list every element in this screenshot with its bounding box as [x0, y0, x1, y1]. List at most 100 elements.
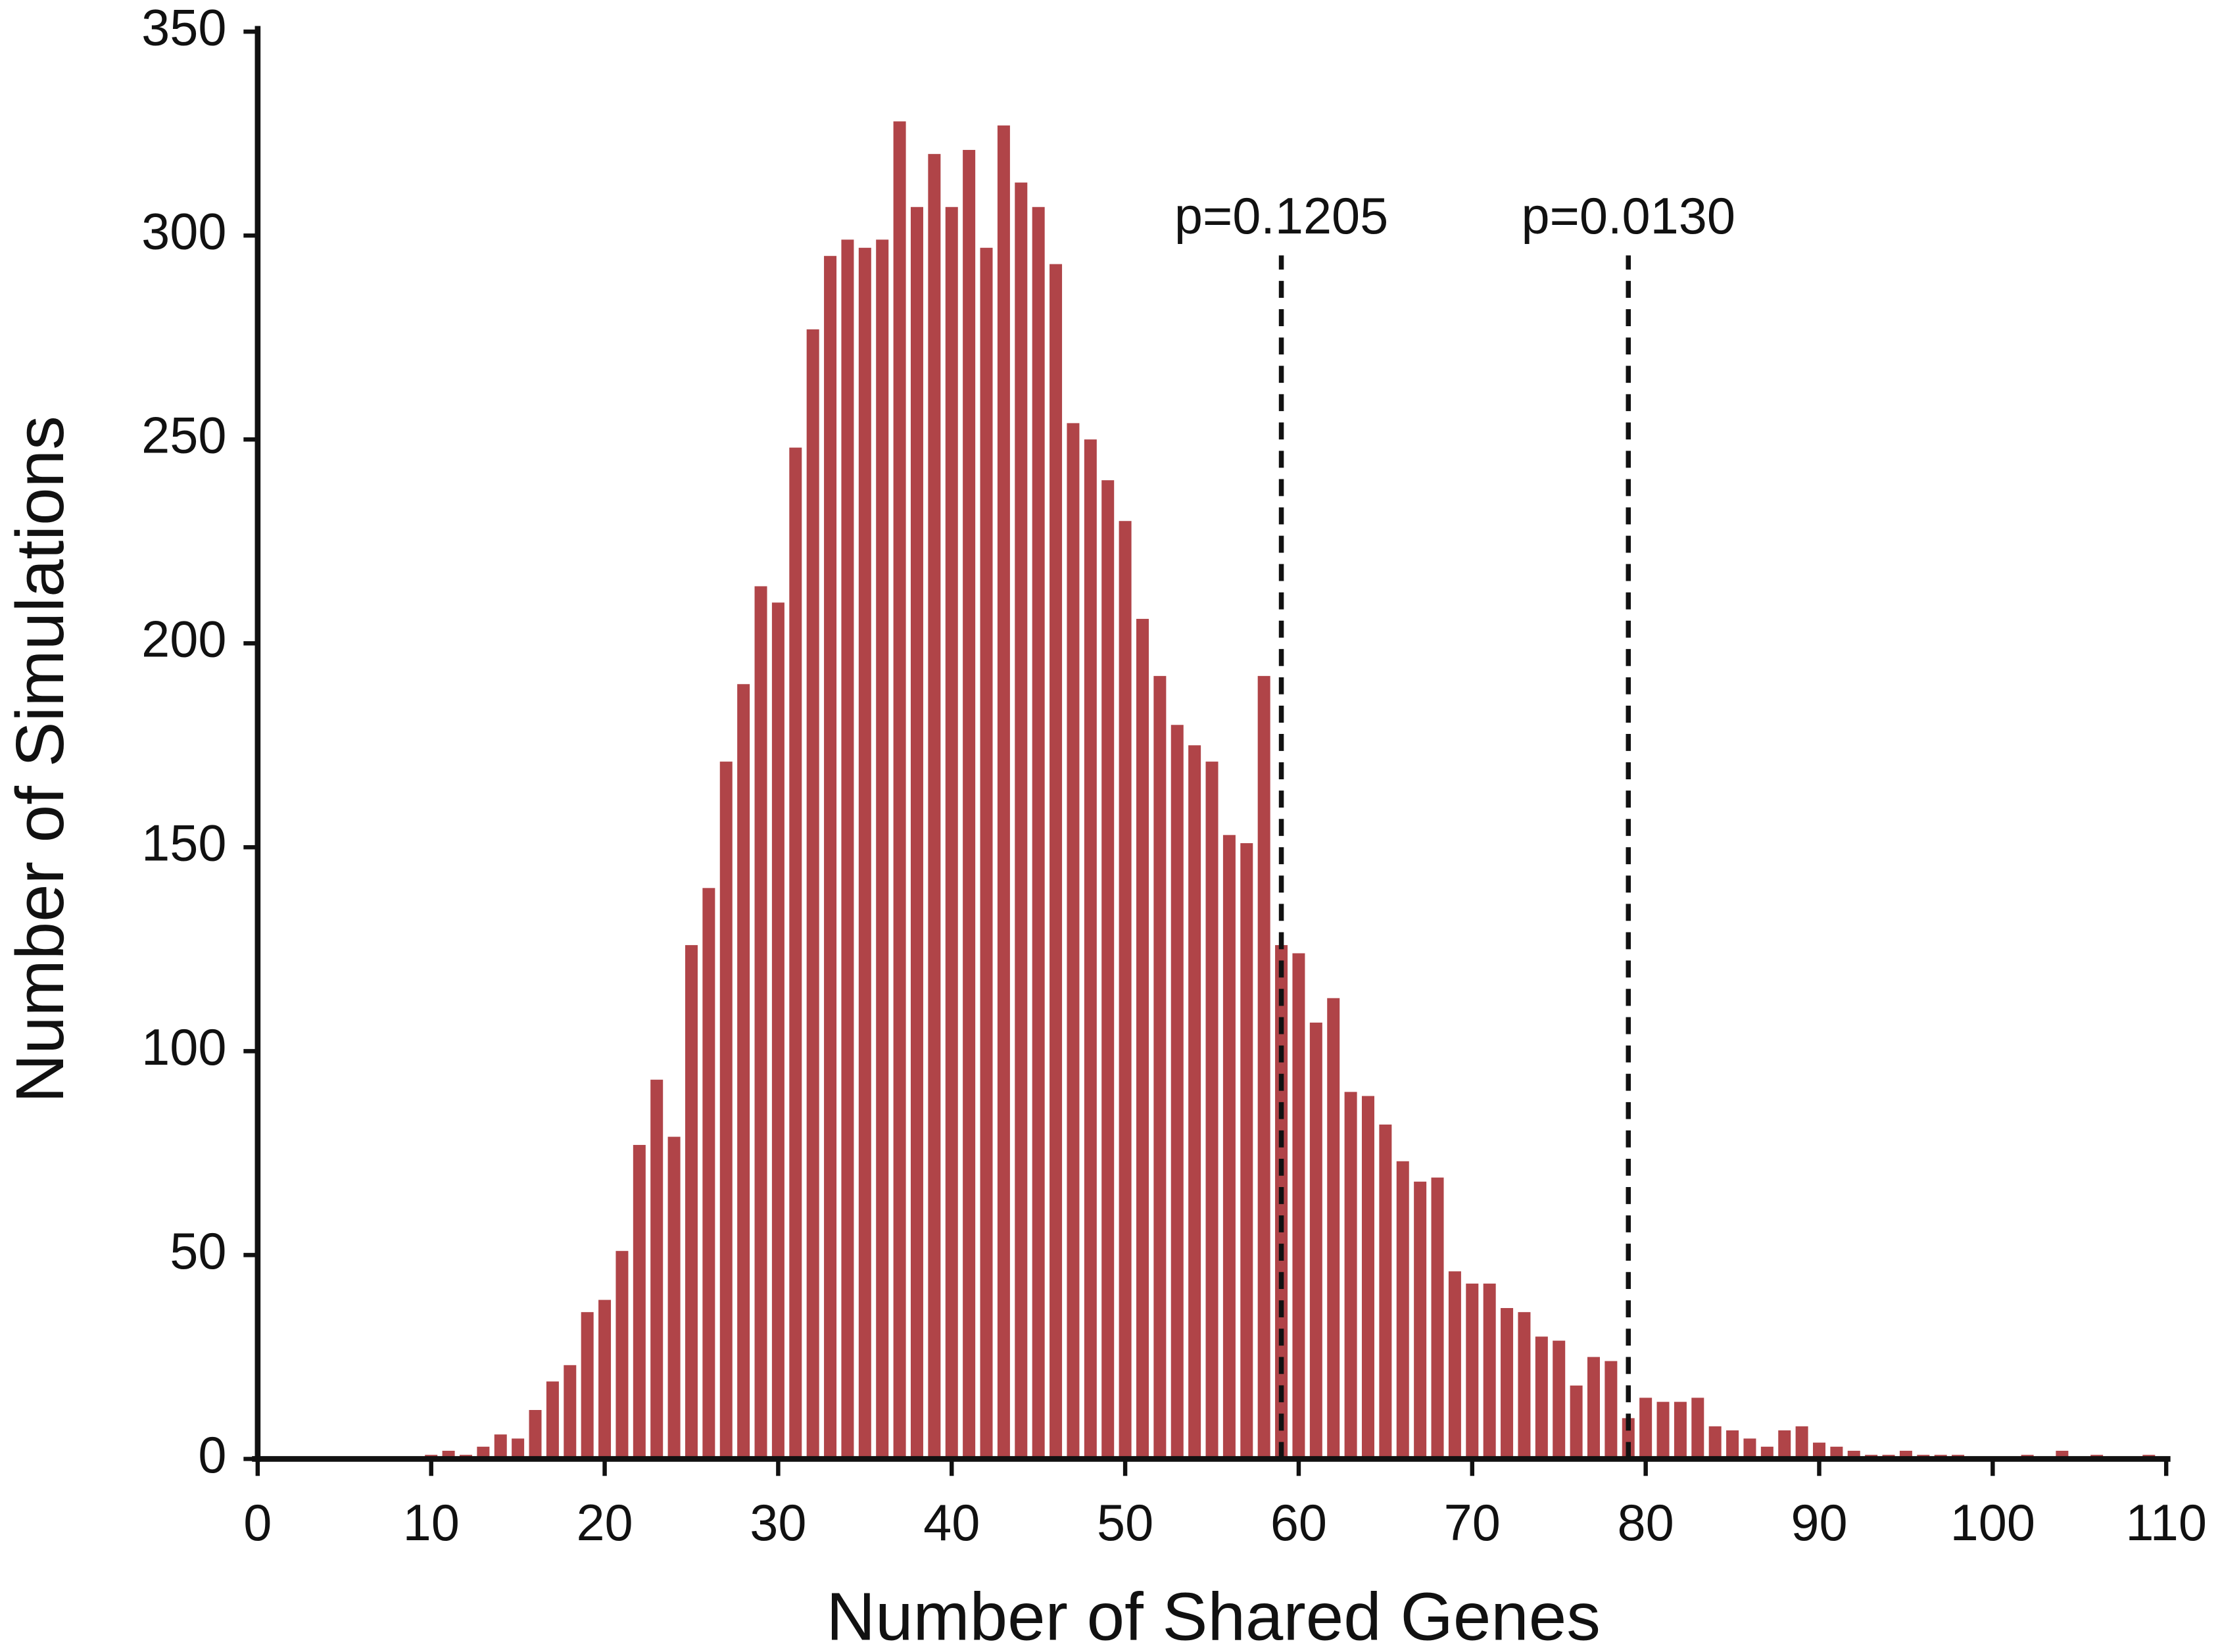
x-axis-title: Number of Shared Genes	[826, 1578, 1600, 1652]
y-tick-label: 300	[141, 204, 226, 260]
bar	[1188, 745, 1201, 1459]
y-tick-label: 200	[141, 612, 226, 668]
bar	[910, 206, 923, 1459]
bar	[1015, 182, 1028, 1459]
y-tick-label: 350	[141, 0, 226, 57]
bar	[1656, 1401, 1670, 1459]
bar	[1622, 1418, 1635, 1459]
bar	[1795, 1426, 1808, 1459]
bar	[806, 329, 819, 1459]
bar	[1240, 843, 1253, 1459]
bar	[928, 154, 941, 1459]
bar	[1605, 1361, 1618, 1459]
x-tick-label: 70	[1444, 1495, 1501, 1551]
bar	[1431, 1177, 1444, 1459]
bar	[702, 888, 715, 1459]
bar	[650, 1079, 664, 1459]
x-tick-label: 60	[1270, 1495, 1327, 1551]
bar	[1361, 1096, 1374, 1459]
y-tick-label: 150	[141, 815, 226, 872]
bar	[1743, 1438, 1756, 1459]
bar	[546, 1381, 559, 1459]
bar	[1257, 675, 1270, 1459]
bar	[667, 1136, 681, 1459]
x-tick-label: 100	[1950, 1495, 2035, 1551]
x-tick-label: 90	[1791, 1495, 1847, 1551]
bar	[581, 1312, 594, 1459]
bar	[1414, 1181, 1427, 1459]
bar	[1535, 1336, 1548, 1459]
y-tick-label: 50	[170, 1223, 226, 1280]
bar	[1708, 1426, 1722, 1459]
bar	[1222, 835, 1236, 1459]
bar	[1691, 1397, 1704, 1459]
bar	[494, 1434, 507, 1459]
x-tick-label: 40	[923, 1495, 980, 1551]
bar	[1084, 439, 1097, 1459]
bar	[1778, 1430, 1791, 1459]
bar	[1327, 998, 1340, 1459]
bar	[685, 945, 698, 1459]
x-tick-label: 110	[2125, 1495, 2207, 1551]
bar	[1136, 619, 1149, 1459]
bar	[1448, 1271, 1461, 1459]
bar	[980, 247, 993, 1459]
y-tick-label: 100	[141, 1019, 226, 1076]
bar	[1032, 206, 1045, 1459]
bar	[1518, 1312, 1531, 1459]
bar	[1501, 1307, 1514, 1459]
bar	[719, 762, 733, 1459]
bar	[633, 1144, 646, 1459]
bar	[1170, 725, 1184, 1459]
bar	[1292, 953, 1305, 1459]
bar	[858, 247, 871, 1459]
y-axis-title: Number of Simulations	[1, 416, 78, 1103]
bar	[893, 121, 906, 1459]
x-tick-label: 0	[243, 1495, 272, 1551]
bar	[1119, 521, 1132, 1459]
bar	[512, 1438, 525, 1459]
bar	[945, 206, 958, 1459]
x-tick-label: 80	[1618, 1495, 1674, 1551]
y-tick-label: 0	[198, 1427, 226, 1484]
bar	[841, 239, 854, 1459]
x-tick-label: 10	[403, 1495, 460, 1551]
bar	[1205, 762, 1219, 1459]
x-tick-label: 50	[1097, 1495, 1153, 1551]
bar	[1483, 1283, 1496, 1459]
bar	[1553, 1340, 1566, 1459]
x-tick-label: 20	[576, 1495, 633, 1551]
bar	[1344, 1092, 1357, 1459]
bar	[1101, 480, 1115, 1459]
bar	[1639, 1397, 1653, 1459]
annotation-label: p=0.1205	[1174, 188, 1388, 245]
bar	[1379, 1124, 1392, 1459]
bar	[1674, 1401, 1687, 1459]
bar	[1830, 1446, 1843, 1459]
bar	[824, 256, 837, 1459]
bar	[564, 1365, 577, 1459]
bar	[997, 125, 1010, 1459]
x-tick-label: 30	[750, 1495, 806, 1551]
bar	[529, 1410, 542, 1459]
bar	[1153, 675, 1167, 1459]
bar	[1466, 1283, 1479, 1459]
bar	[754, 586, 767, 1459]
bar	[1726, 1430, 1739, 1459]
bar	[737, 684, 750, 1459]
bar	[963, 149, 976, 1459]
y-tick-label: 250	[141, 408, 226, 464]
bar	[1309, 1022, 1322, 1459]
bar	[1570, 1385, 1583, 1459]
bar	[1396, 1161, 1409, 1459]
bar	[1587, 1357, 1600, 1459]
bar	[876, 239, 889, 1459]
annotation-label: p=0.0130	[1522, 188, 1735, 245]
bar	[771, 602, 784, 1459]
bar	[1812, 1442, 1825, 1459]
bar	[1760, 1446, 1774, 1459]
bar	[615, 1251, 629, 1459]
bar	[598, 1300, 612, 1459]
